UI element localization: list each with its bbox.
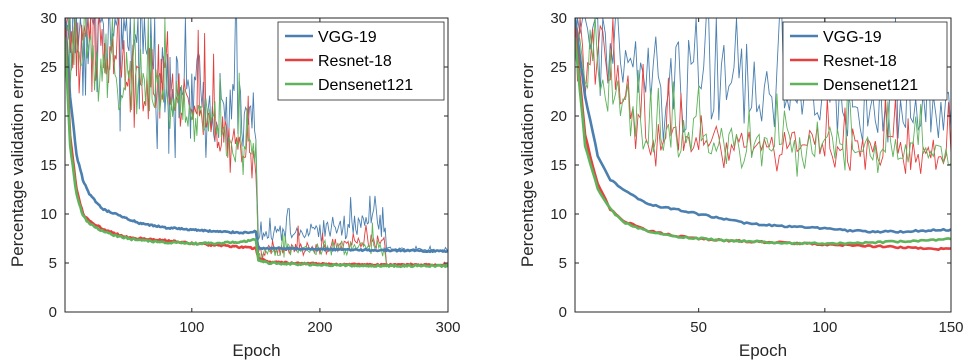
x-tick-label: 300 — [435, 319, 460, 336]
legend: VGG-19 Resnet-18 Densenet121 — [782, 21, 948, 101]
x-tick-label: 150 — [938, 319, 963, 336]
legend: VGG-19 Resnet-18 Densenet121 — [277, 21, 445, 101]
x-axis-label: Epoch — [232, 341, 280, 360]
x-axis-label: Epoch — [739, 341, 787, 360]
y-tick-label: 5 — [559, 255, 567, 272]
y-tick-label: 0 — [559, 304, 567, 321]
legend-label: VGG-19 — [823, 29, 882, 46]
plot-area — [65, 18, 448, 269]
y-tick-label: 10 — [40, 206, 57, 223]
series-noisy-densenet121 — [575, 18, 951, 177]
y-tick-label: 15 — [550, 157, 567, 174]
series-smooth-densenet121 — [65, 37, 448, 269]
y-axis-label: Percentage validation error — [518, 63, 537, 267]
y-tick-label: 10 — [550, 206, 567, 223]
x-tick-label: 200 — [307, 319, 332, 336]
legend-label: Resnet-18 — [318, 53, 392, 70]
y-tick-label: 0 — [49, 304, 57, 321]
y-axis-label: Percentage validation error — [8, 63, 27, 267]
legend-label: Densenet121 — [823, 77, 918, 94]
y-tick-label: 15 — [40, 157, 57, 174]
series-smooth-densenet121 — [575, 37, 951, 246]
y-tick-label: 5 — [49, 255, 57, 272]
series-smooth-vgg-19 — [65, 18, 448, 254]
series-noisy-resnet-18 — [575, 18, 951, 174]
series-noisy-densenet121 — [65, 18, 448, 268]
x-tick-label: 50 — [690, 319, 707, 336]
legend-label: Resnet-18 — [823, 53, 897, 70]
x-tick-label: 100 — [812, 319, 837, 336]
y-tick-label: 25 — [40, 59, 57, 76]
x-tick-label: 100 — [179, 319, 204, 336]
y-tick-label: 30 — [550, 10, 567, 27]
legend-label: VGG-19 — [318, 29, 377, 46]
y-tick-label: 30 — [40, 10, 57, 27]
plot-area — [575, 18, 951, 251]
series-smooth-vgg-19 — [575, 18, 951, 234]
y-tick-label: 25 — [550, 59, 567, 76]
chart-panel-1: 0 5 10 15 20 25 30 100 200 300 Epoch Percentage val… — [8, 10, 461, 360]
chart-panel-2: 0 5 10 15 20 25 30 50 100 150 Epoch Percentage vali… — [518, 10, 964, 360]
y-tick-label: 20 — [550, 108, 567, 125]
legend-label: Densenet121 — [318, 77, 413, 94]
y-tick-label: 20 — [40, 108, 57, 125]
